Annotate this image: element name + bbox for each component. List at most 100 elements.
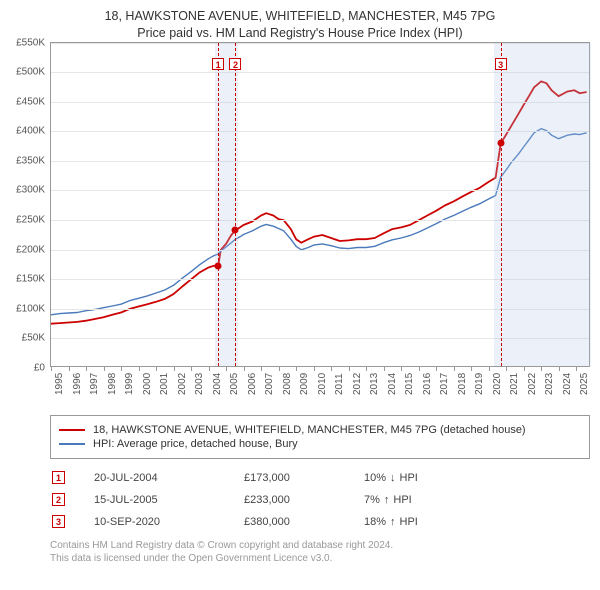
x-axis-tick <box>139 366 140 371</box>
x-axis-tick <box>191 366 192 371</box>
x-axis-tick <box>436 366 437 371</box>
sale-marker-table: 120-JUL-2004£173,00010%↓HPI215-JUL-2005£… <box>50 459 590 533</box>
x-axis-label: 1995 <box>54 373 65 395</box>
x-axis-tick <box>104 366 105 371</box>
sale-marker-dot <box>215 262 222 269</box>
x-axis-label: 2006 <box>247 373 258 395</box>
sale-row-price: £233,000 <box>244 494 364 506</box>
sale-row-pct: 18% <box>364 516 386 528</box>
x-axis-label: 2019 <box>474 373 485 395</box>
x-axis-tick <box>156 366 157 371</box>
x-axis-label: 2020 <box>492 373 503 395</box>
sale-row-badge: 3 <box>52 515 65 528</box>
y-axis-label: £100K <box>16 303 45 314</box>
arrow-up-icon: ↑ <box>390 516 396 528</box>
x-axis-label: 2018 <box>457 373 468 395</box>
x-axis-tick <box>226 366 227 371</box>
sale-row-rel-label: HPI <box>393 494 411 506</box>
x-axis-label: 2005 <box>229 373 240 395</box>
x-axis-tick <box>69 366 70 371</box>
x-axis-label: 2007 <box>264 373 275 395</box>
y-axis-label: £350K <box>16 155 45 166</box>
sale-marker-line <box>218 43 219 366</box>
legend-item: HPI: Average price, detached house, Bury <box>59 438 581 450</box>
sale-row-relative: 10%↓HPI <box>364 472 504 484</box>
x-axis-label: 2014 <box>387 373 398 395</box>
x-axis-tick <box>296 366 297 371</box>
chart-title-line1: 18, HAWKSTONE AVENUE, WHITEFIELD, MANCHE… <box>0 8 600 25</box>
sale-row: 215-JUL-2005£233,0007%↑HPI <box>50 489 590 511</box>
x-axis-label: 2017 <box>439 373 450 395</box>
sale-row-date: 10-SEP-2020 <box>94 516 244 528</box>
legend-swatch <box>59 443 85 445</box>
x-axis-tick <box>209 366 210 371</box>
sale-marker-line <box>235 43 236 366</box>
sale-row: 120-JUL-2004£173,00010%↓HPI <box>50 467 590 489</box>
x-axis-tick <box>261 366 262 371</box>
x-axis-tick <box>506 366 507 371</box>
x-axis-label: 1997 <box>89 373 100 395</box>
x-axis-label: 2011 <box>334 373 345 395</box>
x-axis-tick <box>454 366 455 371</box>
sale-marker-badge: 1 <box>212 58 224 70</box>
arrow-down-icon: ↓ <box>390 472 396 484</box>
sale-marker-badge: 2 <box>229 58 241 70</box>
x-axis-label: 2001 <box>159 373 170 395</box>
y-axis-label: £450K <box>16 96 45 107</box>
highlight-band <box>494 43 591 366</box>
x-axis-tick <box>244 366 245 371</box>
sale-marker-dot <box>232 227 239 234</box>
attribution-line1: Contains HM Land Registry data © Crown c… <box>50 539 590 553</box>
x-axis-label: 2004 <box>212 373 223 395</box>
x-axis-label: 2016 <box>422 373 433 395</box>
chart-plot: £0£50K£100K£150K£200K£250K£300K£350K£400… <box>50 42 590 367</box>
y-axis-label: £500K <box>16 67 45 78</box>
x-axis-label: 2022 <box>527 373 538 395</box>
x-axis-tick <box>559 366 560 371</box>
y-axis-label: £300K <box>16 185 45 196</box>
x-axis-label: 2023 <box>544 373 555 395</box>
attribution-line2: This data is licensed under the Open Gov… <box>50 552 590 566</box>
x-axis-tick <box>86 366 87 371</box>
x-axis-tick <box>51 366 52 371</box>
x-axis-label: 2015 <box>404 373 415 395</box>
x-axis-tick <box>401 366 402 371</box>
chart-legend: 18, HAWKSTONE AVENUE, WHITEFIELD, MANCHE… <box>50 415 590 459</box>
x-axis-tick <box>279 366 280 371</box>
sale-row-pct: 10% <box>364 472 386 484</box>
sale-row-rel-label: HPI <box>400 516 418 528</box>
sale-row: 3 10-SEP-2020£380,00018% ↑ HPI <box>50 511 590 533</box>
x-axis-label: 2002 <box>177 373 188 395</box>
x-axis-tick <box>419 366 420 371</box>
x-axis-label: 2009 <box>299 373 310 395</box>
sale-row-relative: 18% ↑ HPI <box>364 516 504 528</box>
y-axis-label: £0 <box>34 362 45 373</box>
y-axis-label: £200K <box>16 244 45 255</box>
x-axis-label: 1998 <box>107 373 118 395</box>
x-axis-label: 2008 <box>282 373 293 395</box>
y-axis-label: £150K <box>16 274 45 285</box>
chart-title-block: 18, HAWKSTONE AVENUE, WHITEFIELD, MANCHE… <box>0 0 600 42</box>
x-axis-label: 2000 <box>142 373 153 395</box>
legend-swatch <box>59 429 85 431</box>
x-axis-tick <box>331 366 332 371</box>
x-axis-label: 2010 <box>317 373 328 395</box>
x-axis-label: 1996 <box>72 373 83 395</box>
sale-marker-dot <box>497 140 504 147</box>
y-axis-label: £250K <box>16 215 45 226</box>
y-axis-label: £550K <box>16 37 45 48</box>
x-axis-label: 1999 <box>124 373 135 395</box>
sale-row-date: 20-JUL-2004 <box>94 472 244 484</box>
sale-row-relative: 7%↑HPI <box>364 494 504 506</box>
sale-row-badge: 1 <box>52 471 65 484</box>
x-axis-label: 2012 <box>352 373 363 395</box>
arrow-up-icon: ↑ <box>384 494 390 506</box>
x-axis-label: 2024 <box>562 373 573 395</box>
chart-area: £0£50K£100K£150K£200K£250K£300K£350K£400… <box>50 42 590 367</box>
legend-label: HPI: Average price, detached house, Bury <box>93 438 298 450</box>
sale-row-price: £380,000 <box>244 516 364 528</box>
x-axis-tick <box>489 366 490 371</box>
y-axis-label: £400K <box>16 126 45 137</box>
x-axis-tick <box>541 366 542 371</box>
sale-row-badge: 2 <box>52 493 65 506</box>
